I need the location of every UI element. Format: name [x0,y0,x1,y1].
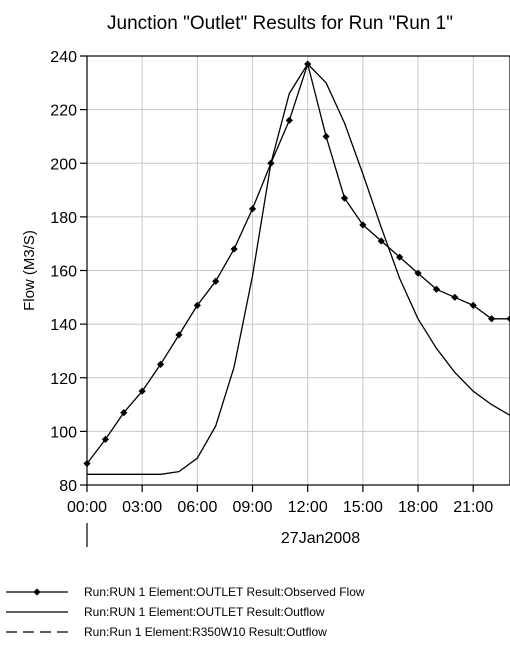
y-tick-label: 160 [50,264,77,281]
legend-swatch-marker [33,588,41,596]
data-point [451,293,459,301]
data-point [193,301,201,309]
y-tick-label: 80 [59,478,77,495]
data-point [396,253,404,261]
data-point [285,116,293,124]
plot-frame [86,55,510,486]
data-point [156,360,165,368]
y-tick-label: 120 [50,371,77,388]
x-tick-label: 18:00 [398,499,438,516]
data-point [101,435,109,444]
data-point [120,409,128,417]
x-tick-label: 00:00 [67,499,107,516]
legend-entry: Run:RUN 1 Element:OUTLET Result:Observed… [84,585,365,599]
data-point [138,387,146,395]
data-point [175,331,183,339]
x-tick-label: 09:00 [232,499,272,516]
data-point [359,221,367,229]
legend-entry: Run:Run 1 Element:R350W10 Result:Outflow [84,625,327,639]
legend: Run:RUN 1 Element:OUTLET Result:Observed… [6,585,365,639]
y-tick-label: 220 [50,103,77,120]
y-axis-ticks: 80 100 120 140 160 180 200 220 240 [50,49,87,495]
y-tick-label: 200 [50,156,77,173]
series-group [83,60,510,475]
legend-entry: Run:RUN 1 Element:OUTLET Result:Outflow [84,605,325,619]
y-tick-label: 140 [50,317,77,334]
x-tick-label: 21:00 [453,499,493,516]
series-line [86,63,510,464]
y-axis-label: Flow (M3/S) [21,230,38,311]
x-axis-ticks: 00:00 03:00 06:00 09:00 12:00 15:00 18:00 21:00 [67,485,493,516]
date-label: 27Jan2008 [281,530,360,547]
data-point [432,285,441,293]
data-point [340,194,349,202]
data-point [322,132,330,141]
data-point [469,301,477,309]
data-point [248,205,257,213]
chart-title: Junction "Outlet" Results for Run "Run 1… [107,13,453,34]
x-tick-label: 15:00 [343,499,383,516]
data-point [212,277,220,285]
data-point [230,245,238,253]
data-point [488,315,496,323]
x-tick-label: 03:00 [122,499,162,516]
x-tick-label: 06:00 [177,499,217,516]
data-point [506,315,510,323]
y-tick-label: 180 [50,210,77,227]
x-tick-label: 12:00 [288,499,328,516]
grid-lines [87,56,510,485]
data-point [414,269,422,277]
data-point [377,237,385,245]
y-tick-label: 240 [50,49,77,66]
y-tick-label: 100 [50,424,77,441]
series-line [87,63,510,475]
